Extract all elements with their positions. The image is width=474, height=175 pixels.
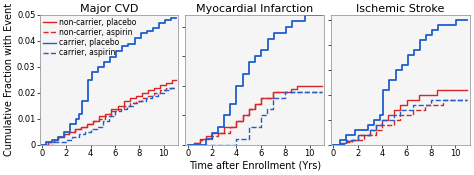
X-axis label: Time after Enrollment (Yrs): Time after Enrollment (Yrs) [189,161,321,171]
Title: Major CVD: Major CVD [80,4,138,14]
Title: Ischemic Stroke: Ischemic Stroke [356,4,445,14]
Legend: non-carrier, placebo, non-carrier, aspirin, carrier, placebo, carrier, aspirin: non-carrier, placebo, non-carrier, aspir… [42,17,137,58]
Y-axis label: Cumulative Fraction with Event: Cumulative Fraction with Event [4,3,14,156]
Title: Myocardial Infarction: Myocardial Infarction [196,4,313,14]
